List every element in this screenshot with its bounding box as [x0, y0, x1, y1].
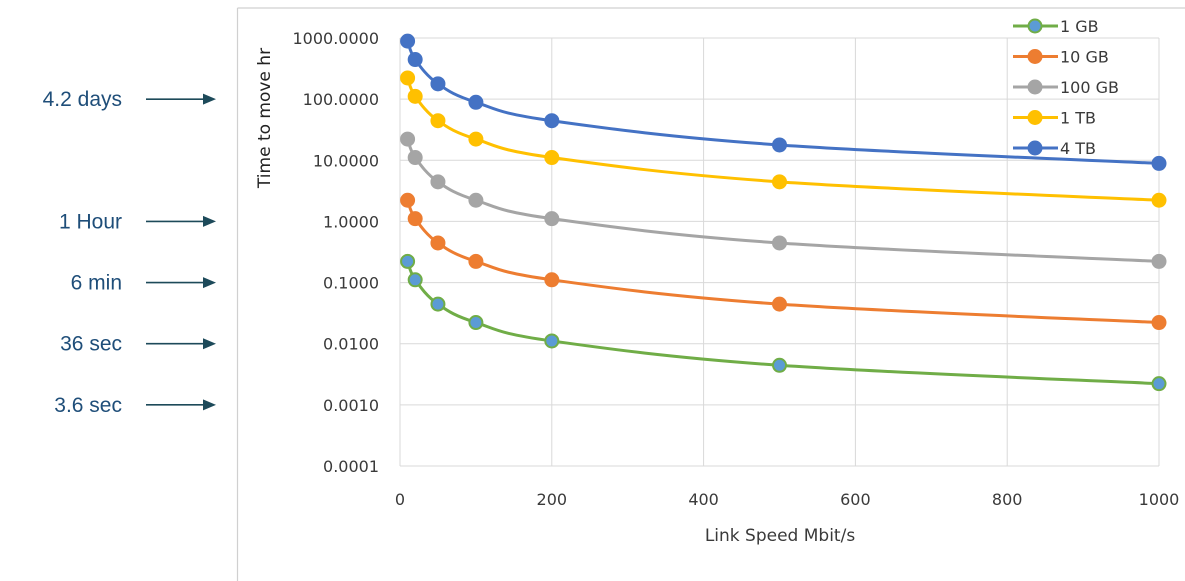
time-annotation: 6 min: [71, 272, 216, 295]
legend-marker: [1027, 18, 1043, 34]
y-tick-label: 1000.0000: [292, 29, 379, 48]
data-point: [1151, 376, 1167, 392]
data-point: [407, 272, 423, 288]
time-annotations: 4.2 days 1 Hour 6 min 36 sec 3.6 sec: [43, 88, 216, 417]
chart-frame: [236, 7, 1185, 581]
series-4-tb: [400, 33, 1167, 171]
data-point: [1151, 192, 1167, 208]
data-point: [400, 253, 416, 269]
data-point: [400, 192, 416, 208]
y-axis-label: Time to move hr: [255, 48, 275, 189]
y-tick-label: 0.0010: [323, 396, 379, 415]
time-annotation: 3.6 sec: [54, 394, 216, 417]
data-point: [430, 174, 446, 190]
annotation-label: 1 Hour: [59, 210, 122, 233]
y-tick-label: 0.0100: [323, 335, 379, 354]
data-point: [468, 192, 484, 208]
legend-item[interactable]: 10 GB: [1013, 48, 1109, 67]
legend-label: 10 GB: [1060, 48, 1109, 67]
legend-label: 1 TB: [1060, 109, 1096, 128]
legend-item[interactable]: 1 GB: [1013, 17, 1099, 36]
annotation-label: 4.2 days: [43, 88, 122, 111]
legend-item[interactable]: 100 GB: [1013, 78, 1119, 97]
series-1-tb: [400, 70, 1167, 208]
y-tick-label: 100.0000: [303, 90, 379, 109]
x-tick-label: 200: [537, 490, 568, 509]
legend-label: 1 GB: [1060, 17, 1099, 36]
annotation-arrowhead: [203, 399, 216, 411]
series: [400, 33, 1167, 392]
data-point: [544, 333, 560, 349]
data-point: [1151, 253, 1167, 269]
data-point: [430, 76, 446, 92]
legend[interactable]: 1 GB 10 GB 100 GB 1 TB 4 TB: [1013, 17, 1119, 158]
data-point: [1151, 155, 1167, 171]
data-point: [468, 315, 484, 331]
data-point: [468, 131, 484, 147]
annotation-label: 3.6 sec: [54, 394, 122, 417]
y-tick-label: 10.0000: [313, 151, 379, 170]
x-tick-label: 400: [688, 490, 719, 509]
annotation-arrowhead: [203, 93, 216, 105]
legend-label: 100 GB: [1060, 78, 1119, 97]
legend-marker: [1027, 110, 1043, 125]
x-tick-label: 1000: [1139, 490, 1180, 509]
legend-item[interactable]: 1 TB: [1013, 109, 1096, 128]
y-axis-ticks: 0.0001 0.0010 0.0100 0.1000 1.0000 10.0000 100…: [292, 29, 379, 476]
data-point: [772, 174, 787, 190]
data-point: [407, 88, 423, 104]
x-axis-label: Link Speed Mbit/s: [705, 526, 855, 546]
data-point: [468, 94, 484, 110]
x-tick-label: 0: [395, 490, 405, 509]
data-point: [772, 296, 787, 312]
x-tick-label: 800: [992, 490, 1023, 509]
data-point: [544, 113, 560, 129]
data-point: [772, 235, 787, 251]
time-annotation: 4.2 days: [43, 88, 216, 111]
annotation-arrowhead: [203, 277, 216, 289]
series-100-gb: [400, 131, 1167, 269]
annotation-arrowhead: [203, 338, 216, 350]
legend-marker: [1027, 140, 1043, 156]
legend-marker: [1027, 79, 1043, 95]
legend-item[interactable]: 4 TB: [1013, 139, 1096, 158]
data-point: [1151, 315, 1167, 331]
data-point: [544, 211, 560, 227]
series-10-gb: [400, 192, 1167, 331]
data-point: [544, 150, 560, 166]
annotation-label: 36 sec: [60, 333, 122, 356]
data-point: [544, 272, 560, 288]
time-annotation: 36 sec: [60, 333, 216, 356]
annotation-arrowhead: [203, 215, 216, 227]
data-point: [407, 52, 423, 68]
data-point: [400, 33, 416, 49]
data-point: [407, 150, 423, 166]
y-tick-label: 0.0001: [323, 457, 379, 476]
data-point: [430, 296, 446, 312]
data-point: [430, 113, 446, 129]
data-point: [430, 235, 446, 251]
legend-label: 4 TB: [1060, 139, 1096, 158]
data-point: [400, 70, 416, 86]
series-1-gb: [400, 253, 1167, 392]
data-point: [772, 357, 787, 373]
data-point: [468, 253, 484, 269]
data-point: [772, 137, 787, 153]
y-tick-label: 0.1000: [323, 274, 379, 293]
y-tick-label: 1.0000: [323, 212, 379, 231]
annotation-label: 6 min: [71, 272, 122, 295]
legend-marker: [1027, 49, 1043, 64]
x-tick-label: 600: [840, 490, 871, 509]
data-point: [400, 131, 416, 147]
time-annotation: 1 Hour: [59, 210, 216, 233]
x-axis-ticks: 0 200 400 600 800 1000: [395, 490, 1179, 509]
data-point: [407, 211, 423, 227]
grid: [399, 37, 1160, 467]
